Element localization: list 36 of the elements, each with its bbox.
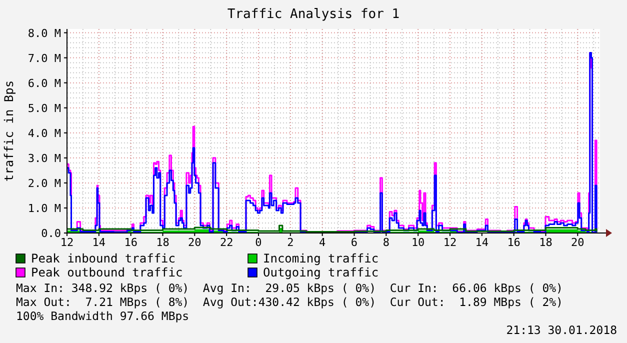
x-tick-label: 18 <box>539 236 552 249</box>
text: Max In: 348.92 kBps ( 0%) Avg In: 29.05 kBps ( 0%) Cur In: 66.06 kBps ( 0%) <box>16 281 563 295</box>
x-tick-label: 18 <box>156 236 170 249</box>
x-tick-label: 20 <box>571 236 584 249</box>
text: 21:13 30.01.2018 <box>506 323 618 337</box>
x-tick-label: 10 <box>411 236 425 249</box>
legend-label: Peak inbound traffic <box>31 252 176 266</box>
y-tick-label: 0.0 <box>41 227 61 240</box>
x-tick-label: 16 <box>507 236 520 249</box>
legend-label: Peak outbound traffic <box>31 266 183 280</box>
y-tick-label: 3.0 M <box>28 152 62 165</box>
x-tick-label: 16 <box>124 236 138 249</box>
x-tick-label: 0 <box>255 236 262 249</box>
x-tick-label: 22 <box>220 236 234 249</box>
chart-title: Traffic Analysis for 1 <box>227 7 400 22</box>
legend-label: Outgoing traffic <box>263 266 379 280</box>
x-tick-label: 12 <box>60 236 74 249</box>
text: Max Out: 7.21 MBps ( 8%) Avg Out:430.42 kBps ( 0%) Cur Out: 1.89 MBps ( 2%) <box>16 295 563 309</box>
x-tick-label: 14 <box>92 236 106 249</box>
x-tick-label: 14 <box>475 236 489 249</box>
x-tick-label: 12 <box>443 236 457 249</box>
y-axis-title: traffic in Bps <box>2 80 16 182</box>
legend-label: Incoming traffic <box>263 252 379 266</box>
y-tick-label: 7.0 M <box>28 52 62 65</box>
y-tick-label: 5.0 M <box>28 102 62 115</box>
x-tick-label: 6 <box>350 236 358 249</box>
x-tick-label: 8 <box>382 236 390 249</box>
x-tick-label: 2 <box>287 236 294 249</box>
text: 100% Bandwidth 97.66 MBps <box>16 309 190 323</box>
y-tick-label: 6.0 M <box>28 76 62 90</box>
y-tick-label: 4.0 M <box>28 126 62 140</box>
x-tick-label: 4 <box>319 236 326 249</box>
y-tick-label: 8.0 M <box>28 26 62 40</box>
y-tick-label: 2.0 M <box>28 176 62 190</box>
x-tick-label: 20 <box>188 236 202 249</box>
y-tick-label: 1.0 M <box>28 202 62 215</box>
